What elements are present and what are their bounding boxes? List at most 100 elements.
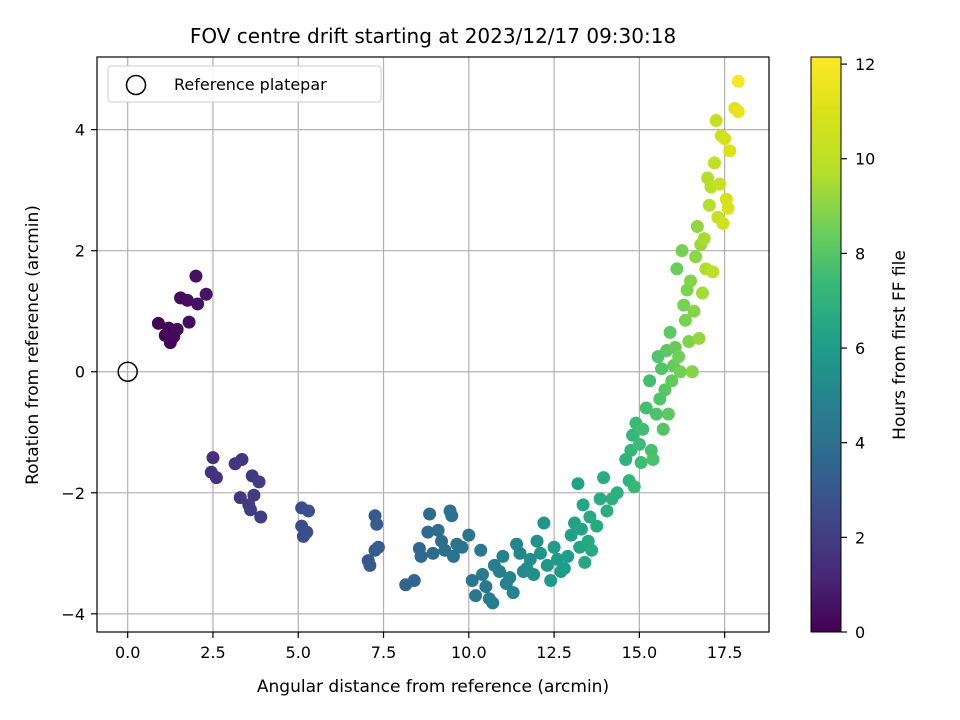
data-point [690, 219, 704, 233]
data-point [564, 528, 578, 542]
data-point [252, 475, 266, 489]
data-point [235, 453, 249, 466]
data-point [421, 525, 435, 539]
data-point [469, 589, 483, 603]
y-tick-label: 0 [75, 363, 85, 382]
data-point [593, 492, 607, 506]
data-point [199, 287, 213, 301]
data-point [585, 543, 599, 557]
data-point [576, 498, 590, 512]
data-point [689, 250, 703, 264]
data-point [191, 297, 205, 311]
data-point [583, 510, 597, 524]
data-point [677, 298, 691, 312]
data-point [626, 428, 640, 442]
data-point [462, 528, 476, 542]
data-point [465, 574, 479, 588]
data-point [663, 325, 677, 339]
data-point [170, 322, 184, 336]
data-point [578, 555, 592, 569]
data-point [475, 568, 489, 581]
data-point [537, 516, 551, 530]
data-point [561, 549, 575, 563]
x-tick-label: 5.0 [286, 643, 311, 662]
data-point [233, 491, 247, 505]
data-point [707, 156, 721, 170]
data-point [723, 144, 737, 158]
data-point [189, 269, 203, 283]
data-point [718, 132, 732, 146]
data-point [527, 568, 541, 581]
data-point [544, 574, 558, 588]
data-point [597, 471, 611, 485]
colorbar-tick-label: 10 [855, 150, 875, 169]
data-point [713, 177, 727, 191]
x-tick-label: 15.0 [622, 643, 658, 662]
data-point [503, 571, 517, 585]
data-point [209, 471, 223, 485]
legend-label: Reference platepar [174, 75, 327, 94]
data-point [672, 350, 686, 364]
y-tick-label: −4 [61, 605, 85, 624]
data-point [407, 574, 421, 588]
data-point [655, 362, 669, 376]
colorbar-tick-label: 2 [855, 528, 865, 547]
data-point [590, 519, 604, 533]
data-point [649, 407, 663, 421]
data-point [697, 232, 711, 246]
chart-title: FOV centre drift starting at 2023/12/17 … [190, 24, 676, 48]
data-point [687, 304, 701, 318]
data-point [678, 313, 692, 327]
data-point [571, 477, 585, 491]
data-point [513, 546, 527, 560]
data-point [547, 540, 561, 554]
data-points [151, 74, 745, 610]
data-point [206, 451, 220, 465]
data-point [600, 504, 614, 518]
data-point [368, 543, 382, 557]
data-point [533, 546, 547, 560]
data-point [695, 286, 709, 300]
data-point [557, 561, 571, 575]
data-point [182, 315, 196, 329]
colorbar-ticks: 0 2 4 6 8 10 12 [841, 55, 875, 642]
data-point [702, 198, 716, 212]
data-point [665, 374, 679, 388]
data-point [682, 334, 696, 348]
colorbar-tick-label: 6 [855, 339, 865, 358]
x-axis-label: Angular distance from reference (arcmin) [257, 677, 609, 697]
reference-point-marker [117, 361, 138, 382]
colorbar-label: Hours from first FF file [890, 250, 910, 440]
x-tick-label: 2.5 [200, 643, 225, 662]
legend-box [107, 65, 382, 103]
data-point [670, 262, 684, 276]
data-point [363, 558, 377, 572]
data-point [685, 365, 699, 379]
data-point [646, 453, 660, 466]
data-point [716, 216, 730, 230]
data-point [661, 407, 675, 421]
data-point [731, 74, 745, 88]
data-point [530, 534, 544, 548]
data-point [523, 552, 537, 566]
data-point [706, 265, 720, 279]
data-point [656, 422, 670, 436]
data-point [151, 316, 165, 330]
data-point [731, 104, 745, 118]
data-point [370, 517, 384, 531]
colorbar-tick-label: 8 [855, 244, 865, 263]
data-point [493, 564, 507, 578]
x-tick-label: 10.0 [451, 643, 487, 662]
x-tick-label: 7.5 [371, 643, 396, 662]
data-point [300, 525, 314, 539]
data-point [540, 558, 554, 572]
data-point [486, 596, 500, 610]
data-point [709, 114, 723, 128]
data-point [632, 437, 646, 451]
data-point [610, 486, 624, 500]
data-point [446, 549, 460, 563]
y-tick-label: 4 [75, 121, 85, 140]
colorbar-tick-label: 4 [855, 434, 865, 453]
data-point [551, 552, 565, 566]
